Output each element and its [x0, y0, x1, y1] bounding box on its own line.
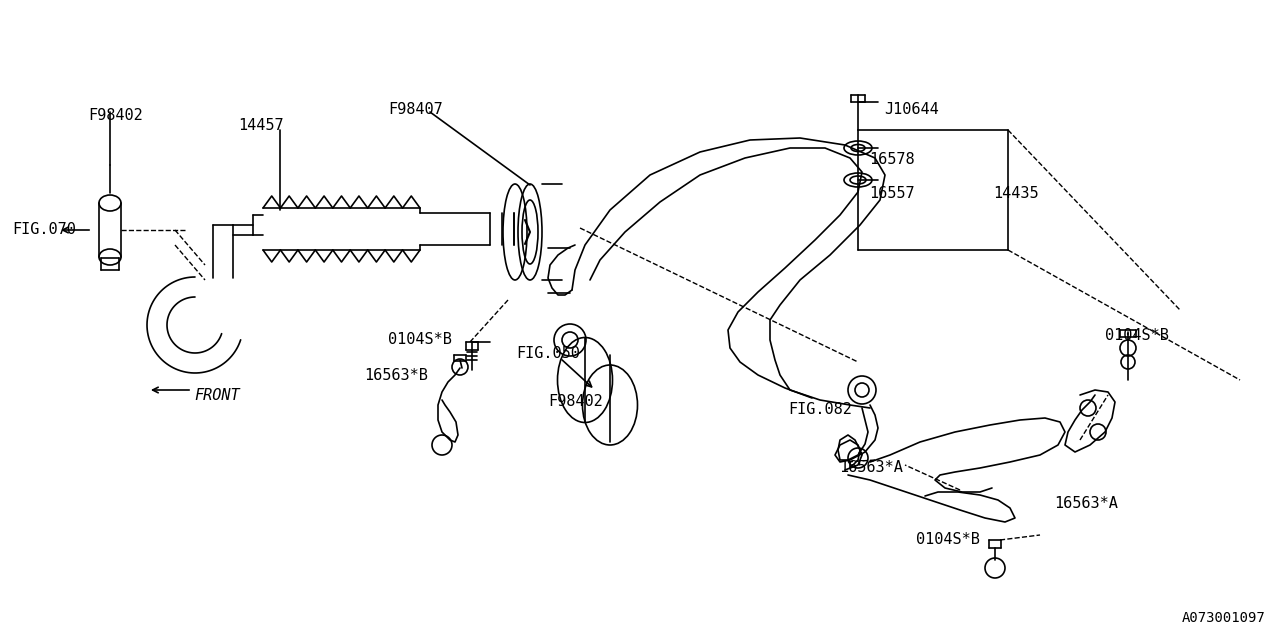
Text: F98407: F98407 — [388, 102, 443, 117]
Text: FRONT: FRONT — [195, 388, 239, 403]
Text: 0104S*B: 0104S*B — [916, 532, 980, 547]
Text: F98402: F98402 — [88, 108, 143, 123]
Text: 16563*A: 16563*A — [838, 460, 902, 475]
Text: F98402: F98402 — [548, 394, 603, 409]
Text: 14435: 14435 — [993, 186, 1038, 201]
Text: FIG.050: FIG.050 — [516, 346, 580, 361]
Text: 16563*A: 16563*A — [1053, 496, 1117, 511]
Text: 16578: 16578 — [869, 152, 915, 167]
Text: J10644: J10644 — [884, 102, 938, 117]
Text: 16557: 16557 — [869, 186, 915, 201]
Text: 0104S*B: 0104S*B — [1105, 328, 1169, 343]
Text: 14457: 14457 — [238, 118, 284, 133]
Text: 16563*B: 16563*B — [364, 368, 428, 383]
Text: A073001097: A073001097 — [1181, 611, 1265, 625]
Text: FIG.070: FIG.070 — [12, 222, 76, 237]
Text: FIG.082: FIG.082 — [788, 402, 852, 417]
Text: 0104S*B: 0104S*B — [388, 332, 452, 347]
